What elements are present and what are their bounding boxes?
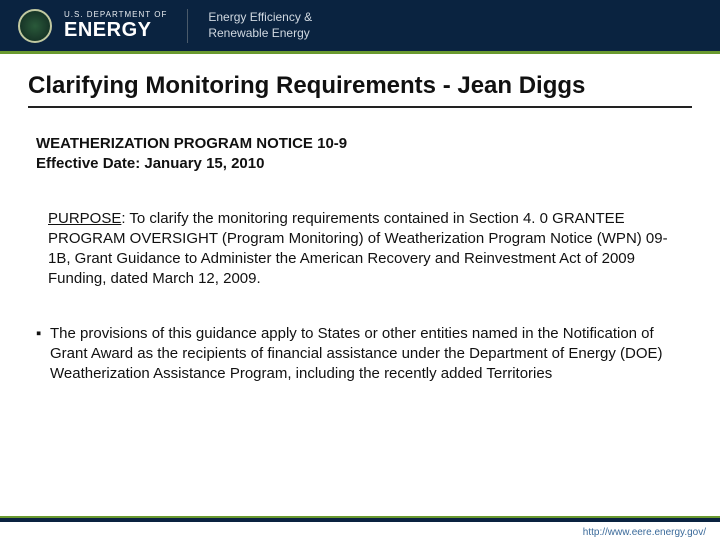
bullet-text: The provisions of this guidance apply to… xyxy=(50,324,682,385)
slide-content: Clarifying Monitoring Requirements - Jea… xyxy=(0,54,720,384)
brand-left: U.S. DEPARTMENT OF ENERGY xyxy=(64,11,167,40)
doe-seal-icon xyxy=(18,9,52,43)
bullet-icon: ▪ xyxy=(36,324,50,385)
notice-line-2: Effective Date: January 15, 2010 xyxy=(36,154,692,174)
notice-block: WEATHERIZATION PROGRAM NOTICE 10-9 Effec… xyxy=(36,134,692,175)
purpose-paragraph: PURPOSE: To clarify the monitoring requi… xyxy=(48,209,682,290)
purpose-label: PURPOSE xyxy=(48,210,121,227)
energy-label: ENERGY xyxy=(64,20,167,40)
slide-title: Clarifying Monitoring Requirements - Jea… xyxy=(28,72,692,108)
purpose-text: : To clarify the monitoring requirements… xyxy=(48,210,668,288)
divider-icon xyxy=(187,9,188,43)
dept-label: U.S. DEPARTMENT OF xyxy=(64,11,167,19)
program-line1: Energy Efficiency & xyxy=(208,10,312,26)
footer-bar xyxy=(0,516,720,522)
header-bar: U.S. DEPARTMENT OF ENERGY Energy Efficie… xyxy=(0,0,720,54)
footer-url: http://www.eere.energy.gov/ xyxy=(583,527,706,538)
program-line2: Renewable Energy xyxy=(208,26,312,42)
bullet-item: ▪ The provisions of this guidance apply … xyxy=(36,324,682,385)
notice-line-1: WEATHERIZATION PROGRAM NOTICE 10-9 xyxy=(36,134,692,154)
program-name: Energy Efficiency & Renewable Energy xyxy=(208,10,312,41)
